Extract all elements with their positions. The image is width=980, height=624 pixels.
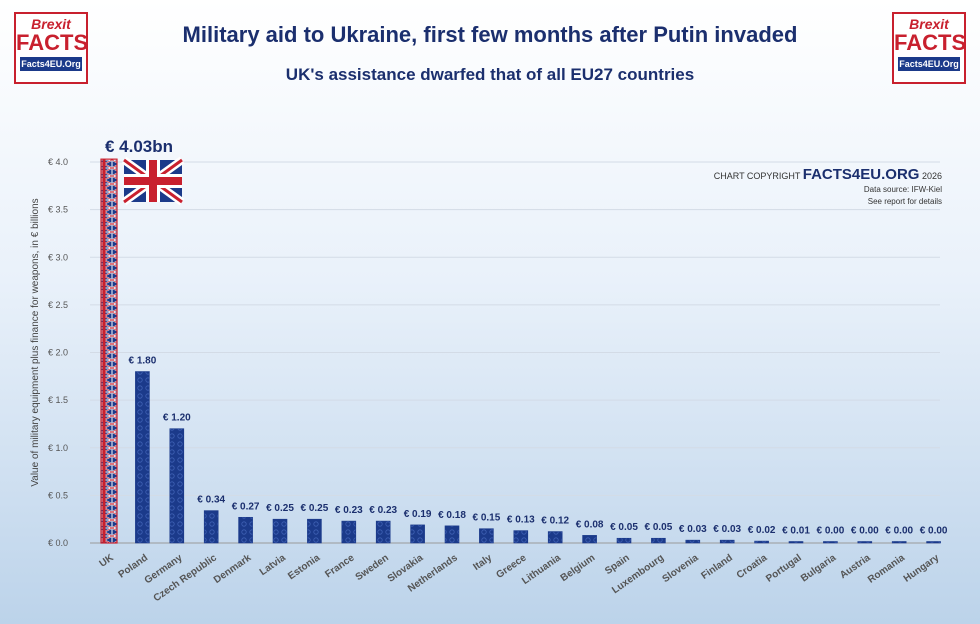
bar-romania	[891, 541, 907, 544]
bar-spain	[616, 537, 632, 544]
data-label: € 0.23	[369, 505, 397, 516]
bar-hungary	[926, 541, 941, 544]
x-tick-label: Sweden	[354, 552, 391, 583]
y-tick-label: € 3.0	[48, 252, 68, 262]
x-tick-label: Romania	[866, 552, 907, 585]
data-source: Data source: IFW-Kiel	[863, 185, 942, 194]
data-label: € 0.05	[644, 522, 672, 533]
copyright-line: CHART COPYRIGHT FACTS4EU.ORG 2026	[714, 166, 942, 183]
data-label: € 0.12	[541, 516, 569, 527]
union-jack-icon	[121, 156, 185, 206]
logo-line2: FACTS	[16, 30, 89, 55]
data-label: € 0.08	[576, 519, 604, 530]
bar-poland	[135, 371, 150, 544]
y-tick-label: € 3.5	[48, 205, 68, 215]
data-label: € 4.03bn	[105, 137, 173, 156]
x-tick-label: Spain	[603, 552, 632, 577]
bar-croatia	[754, 540, 769, 544]
y-tick-label: € 1.0	[48, 443, 68, 453]
copyright-brand: FACTS4EU.ORG	[802, 166, 920, 183]
bar-denmark	[238, 516, 253, 544]
x-tick-label: Estonia	[286, 552, 322, 582]
bar-france	[341, 520, 357, 544]
brexit-facts-logo-left: Brexit FACTS Facts4EU.Org	[14, 12, 88, 84]
data-label: € 0.01	[782, 526, 810, 537]
bar-netherlands	[444, 525, 460, 544]
bar-luxembourg	[651, 537, 666, 544]
data-label: € 0.34	[197, 495, 225, 506]
data-label: € 0.23	[335, 505, 363, 516]
bar-czech-republic	[203, 510, 219, 544]
bar-greece	[513, 530, 529, 544]
x-tick-label: Finland	[699, 552, 734, 581]
data-label: € 0.19	[404, 509, 432, 520]
y-axis-title: Value of military equipment plus finance…	[30, 198, 41, 486]
brexit-facts-logo-right: Brexit FACTS Facts4EU.Org	[892, 12, 966, 84]
bar-germany	[169, 428, 185, 544]
y-tick-label: € 2.5	[48, 300, 68, 310]
x-tick-label: Denmark	[212, 552, 254, 586]
bar-sweden	[375, 520, 391, 544]
x-tick-label: France	[323, 552, 357, 580]
data-label: € 0.00	[816, 526, 844, 537]
bar-slovenia	[685, 539, 701, 544]
y-tick-label: € 0.0	[48, 538, 68, 548]
logo-line2: FACTS	[894, 30, 967, 55]
data-label: € 0.00	[851, 526, 879, 537]
y-tick-label: € 1.5	[48, 395, 68, 405]
y-tick-label: € 0.5	[48, 490, 68, 500]
y-tick-label: € 4.0	[48, 157, 68, 167]
data-label: € 0.13	[507, 515, 535, 526]
report-note: See report for details	[867, 197, 942, 206]
data-label: € 0.27	[232, 501, 260, 512]
logo-line3: Facts4EU.Org	[20, 57, 82, 71]
data-label: € 1.80	[128, 356, 156, 367]
data-label: € 1.20	[163, 413, 191, 424]
x-tick-label: Portugal	[764, 552, 804, 584]
x-tick-label: Czech Republic	[152, 552, 220, 604]
bar-portugal	[788, 541, 804, 544]
data-label: € 0.03	[679, 524, 707, 535]
x-tick-label: Lithuania	[520, 552, 563, 587]
bar-italy	[479, 528, 494, 544]
x-tick-label: Slovenia	[661, 552, 701, 585]
bar-lithuania	[547, 531, 563, 544]
data-label: € 0.00	[885, 526, 913, 537]
copyright-year: 2026	[921, 171, 942, 181]
logo-line1: Brexit	[31, 16, 71, 32]
bar-slovakia	[410, 524, 425, 544]
x-tick-label: Bulgaria	[799, 552, 838, 584]
data-label: € 0.25	[300, 503, 328, 514]
chart-title: Military aid to Ukraine, first few month…	[182, 22, 798, 47]
data-label: € 0.15	[472, 513, 500, 524]
x-tick-label: Belgium	[559, 552, 598, 584]
data-label: € 0.02	[748, 525, 776, 536]
y-tick-label: € 2.0	[48, 348, 68, 358]
bar-finland	[719, 539, 735, 544]
bar-latvia	[272, 518, 288, 544]
x-tick-label: Latvia	[258, 552, 288, 578]
x-tick-label: Italy	[471, 552, 494, 573]
logo-line1: Brexit	[909, 16, 949, 32]
bar-bulgaria	[823, 541, 838, 544]
data-label: € 0.25	[266, 503, 294, 514]
bar-estonia	[307, 518, 322, 544]
data-label: € 0.05	[610, 522, 638, 533]
data-label: € 0.03	[713, 524, 741, 535]
chart-subtitle: UK's assistance dwarfed that of all EU27…	[285, 65, 695, 84]
x-tick-label: UK	[98, 552, 117, 570]
data-label: € 0.18	[438, 510, 466, 521]
bar-belgium	[582, 535, 597, 544]
copyright-prefix: CHART COPYRIGHT	[713, 171, 801, 181]
x-tick-label: Hungary	[902, 552, 942, 585]
bar-austria	[857, 541, 873, 544]
logo-line3: Facts4EU.Org	[898, 57, 960, 71]
data-label: € 0.00	[920, 526, 948, 537]
bar-uk	[100, 158, 118, 544]
